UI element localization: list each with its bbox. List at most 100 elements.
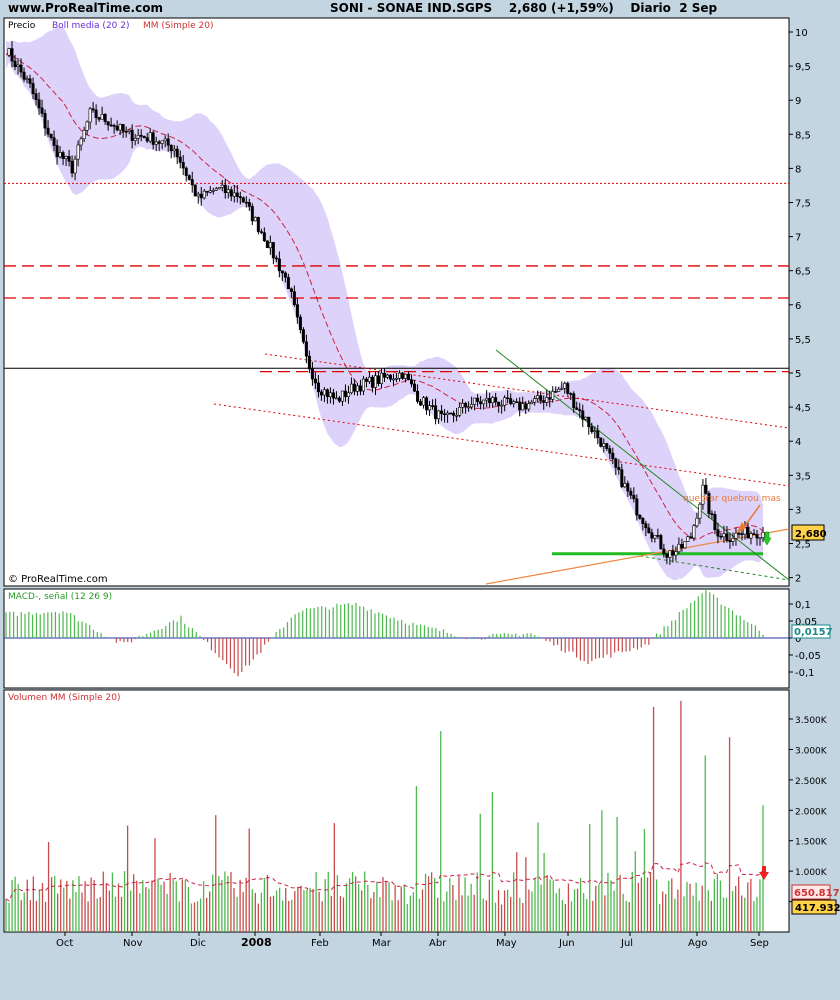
price-candle-body (449, 412, 453, 415)
price-candle-body (515, 401, 519, 403)
volume-last-value: 417.932 (795, 903, 840, 914)
macd-tick-label: -0,1 (795, 668, 815, 679)
price-tick-label: 2,5 (795, 540, 811, 551)
price-candle-body (599, 437, 603, 447)
price-candle-body (503, 397, 507, 406)
price-candle-body (518, 401, 522, 411)
price-tick-label: 6,5 (795, 267, 811, 278)
lower-trend-line (639, 555, 790, 581)
price-candle-body (73, 158, 77, 174)
price-candle-body (280, 270, 284, 274)
macd-value-tag (791, 624, 831, 639)
price-tick-label: 8,5 (795, 130, 811, 141)
price-candle-body (325, 389, 329, 398)
price-candle-body (127, 129, 131, 132)
chart-title: SONI - SONAE IND.SGPS 2,680 (+1,59%) Dia… (330, 1, 718, 15)
price-candle-body (253, 217, 257, 222)
x-tick-label: Mar (372, 938, 392, 949)
price-candle-body (160, 140, 164, 144)
price-candle-body (689, 536, 693, 539)
price-candle-body (548, 397, 552, 400)
price-candle-body (470, 404, 474, 408)
price-candle-body (178, 156, 182, 163)
macd-legend: MACD-, señal (12 26 9) (8, 592, 112, 602)
price-candle-body (758, 537, 762, 539)
price-candle-body (443, 413, 447, 416)
uptrend-line (485, 528, 790, 585)
price-candle-body (139, 134, 143, 137)
price-candle-body (527, 403, 531, 410)
price-candle-body (367, 376, 371, 382)
price-candle-body (698, 503, 702, 519)
price-candle-body (259, 231, 263, 233)
price-candle-body (76, 144, 80, 160)
price-candle-body (133, 138, 137, 141)
price-candle-body (719, 535, 723, 538)
price-candle-body (572, 393, 576, 409)
channel-line-bottom (213, 403, 790, 487)
price-candle-body (313, 378, 317, 384)
price-candle-body (382, 372, 386, 378)
price-candle-body (199, 193, 203, 199)
price-candle-body (130, 129, 134, 141)
price-candle-body (310, 368, 314, 380)
price-candle-body (151, 132, 155, 145)
price-candle-body (145, 137, 149, 142)
price-candle-body (268, 242, 272, 249)
price-candle-body (277, 258, 281, 272)
price-candle-body (644, 523, 648, 529)
legend-price: Precio (8, 21, 36, 31)
price-candle-body (301, 329, 305, 343)
annotation-arrowhead (736, 522, 746, 534)
volume-legend: Volumen MM (Simple 20) (8, 693, 121, 703)
price-candle-body (331, 392, 335, 399)
price-candle-body (112, 125, 116, 127)
price-candle-body (536, 395, 540, 399)
annotation-arrow (741, 504, 761, 531)
price-candle-body (166, 138, 170, 146)
x-tick-label: Feb (311, 938, 329, 949)
price-candle-body (680, 543, 684, 549)
price-candle-body (208, 190, 212, 193)
price-candle-body (410, 379, 414, 385)
price-candle-body (307, 355, 311, 370)
price-candle-body (452, 412, 456, 416)
price-candle-body (94, 109, 98, 118)
price-candle-body (725, 533, 729, 542)
price-candle-body (437, 410, 441, 420)
price-tick-label: 3,5 (795, 471, 811, 482)
price-candle-body (608, 448, 612, 454)
volume-tick-label: 3.500K (795, 716, 828, 726)
price-candle-body (416, 390, 420, 402)
price-candle-body (389, 374, 393, 380)
price-candle-body (623, 483, 627, 488)
price-candle-body (70, 160, 74, 174)
price-candle-body (398, 372, 402, 379)
price-candle-body (590, 426, 594, 432)
price-tick-label: 2 (795, 574, 801, 585)
price-candle-body (668, 550, 672, 558)
price-candle-body (337, 397, 341, 402)
price-candle-body (662, 548, 666, 555)
price-candle-body (464, 402, 468, 408)
price-candle-body (298, 316, 302, 330)
price-candle-body (37, 99, 41, 109)
x-tick-label: 2008 (241, 936, 272, 949)
price-tick-label: 4 (795, 437, 801, 448)
price-candle-body (265, 240, 269, 249)
x-tick-label: Nov (123, 938, 143, 949)
price-candle-body (373, 375, 377, 388)
price-candle-body (235, 192, 239, 197)
watermark: © ProRealTime.com (8, 574, 108, 585)
price-candle-body (446, 412, 450, 415)
price-candle-body (121, 124, 125, 132)
price-candle-body (524, 403, 528, 410)
price-candle-body (671, 550, 675, 556)
price-candle-body (49, 133, 53, 139)
price-candle-body (244, 201, 248, 204)
price-candle-body (578, 409, 582, 412)
volume-tick-label: 1.500K (795, 838, 828, 848)
downtrend-line (495, 349, 790, 581)
panel-3-frame (3, 689, 790, 933)
price-candle-body (352, 383, 356, 392)
